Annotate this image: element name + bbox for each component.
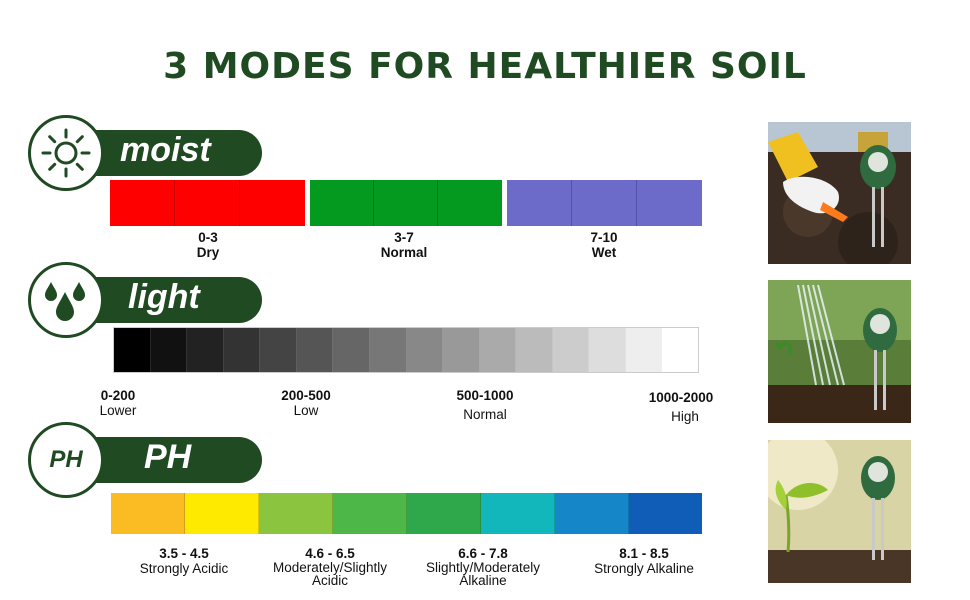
light-scale-bar (113, 327, 699, 373)
moist-label-dry: 0-3 Dry (196, 230, 220, 260)
light-icon-circle (28, 262, 104, 338)
ph-seg (185, 493, 259, 534)
moist-seg-dry-1 (110, 180, 175, 226)
page-title: 3 MODES FOR HEALTHIER SOIL (163, 46, 807, 87)
light-seg (479, 328, 517, 372)
moist-seg-dry-3 (240, 180, 305, 226)
light-seg (662, 328, 698, 372)
light-seg (406, 328, 444, 372)
photo-seedling-soil-meter (768, 440, 911, 583)
ph-seg (407, 493, 481, 534)
light-label-low: 200-500 Low (281, 388, 331, 418)
light-seg (443, 328, 480, 372)
moist-seg-normal-3 (438, 180, 502, 226)
moist-label: moist (120, 131, 211, 169)
light-seg (260, 328, 297, 372)
moist-scale-bar (110, 180, 702, 226)
light-seg (150, 328, 188, 372)
moist-label-normal: 3-7 Normal (380, 230, 428, 260)
ph-seg (629, 493, 702, 534)
moist-icon-circle (28, 115, 104, 191)
ph-seg (333, 493, 407, 534)
light-seg (296, 328, 334, 372)
ph-label-slightly-alkaline: 6.6 - 7.8 Slightly/Moderately Alkaline (425, 546, 541, 588)
light-label: light (128, 278, 200, 316)
moist-seg-normal-2 (374, 180, 438, 226)
moist-gap (305, 180, 310, 226)
light-seg (625, 328, 663, 372)
light-label-normal: 500-1000 Normal (456, 388, 514, 422)
moist-label-wet: 7-10 Wet (590, 230, 618, 260)
photo-gloved-hand-soil-meter (768, 122, 911, 264)
light-seg (589, 328, 626, 372)
ph-icon-circle: PH (28, 422, 104, 498)
ph-label-strongly-acidic: 3.5 - 4.5 Strongly Acidic (139, 546, 229, 576)
light-seg (369, 328, 407, 372)
light-seg (187, 328, 224, 372)
photo-watering-can-soil-meter (768, 280, 911, 423)
ph-scale-bar (111, 493, 702, 534)
ph-label: PH (144, 438, 192, 476)
water-drops-icon (45, 282, 85, 321)
moist-seg-wet-2 (572, 180, 637, 226)
moist-gap (502, 180, 507, 226)
moist-seg-wet-1 (507, 180, 572, 226)
moist-seg-dry-2 (175, 180, 240, 226)
light-seg (114, 328, 151, 372)
light-seg (333, 328, 370, 372)
sun-icon (41, 128, 91, 178)
ph-seg (259, 493, 333, 534)
ph-text-icon: PH (49, 446, 83, 473)
light-label-lower: 0-200 Lower (99, 388, 137, 418)
ph-label-strongly-alkaline: 8.1 - 8.5 Strongly Alkaline (594, 546, 694, 576)
ph-label-slightly-acidic: 4.6 - 6.5 Moderately/Slightly Acidic (272, 546, 388, 588)
ph-seg (555, 493, 629, 534)
ph-seg (481, 493, 555, 534)
light-seg (223, 328, 261, 372)
moist-seg-wet-3 (637, 180, 702, 226)
ph-seg (111, 493, 185, 534)
light-seg (552, 328, 590, 372)
moist-seg-normal-1 (310, 180, 374, 226)
light-label-high: 1000-2000 High (648, 390, 714, 424)
light-seg (516, 328, 553, 372)
